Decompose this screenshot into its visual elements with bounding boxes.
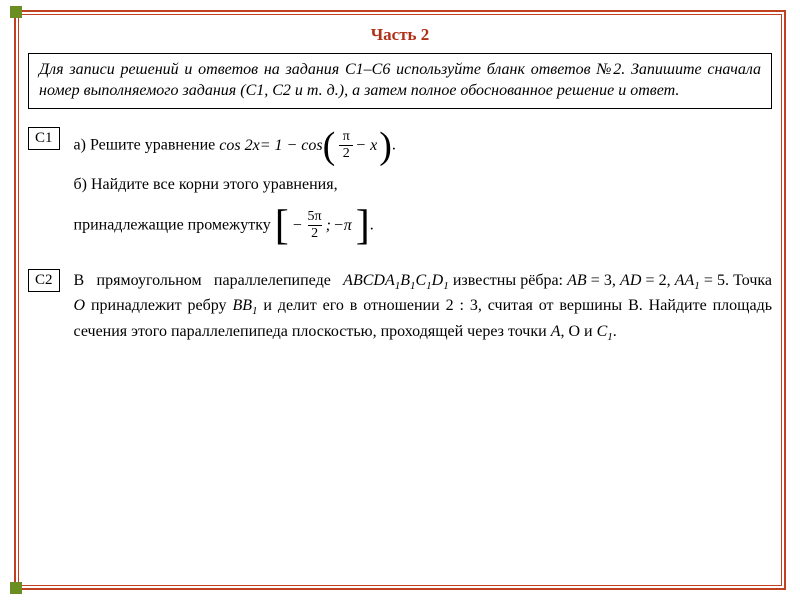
frac-num: π: [343, 130, 350, 145]
c1-equation: cos 2x = 1 − cos ( π 2 − x ): [219, 127, 392, 165]
task-c1: С1 а) Решите уравнение cos 2x = 1 − cos …: [28, 127, 772, 255]
c1-part-a-prefix: а) Решите уравнение: [74, 136, 220, 153]
c1-part-b-line1: б) Найдите все корни этого уравнения,: [74, 173, 772, 197]
instruction-box: Для записи решений и ответов на задания …: [28, 53, 772, 109]
left-bracket-icon: [: [275, 205, 289, 247]
c1-lhs: cos 2x: [219, 134, 259, 158]
section-title: Часть 2: [28, 22, 772, 53]
c1-paren-suffix: − x: [355, 134, 377, 158]
c1-part-b-line2-prefix: принадлежащие промежутку: [74, 216, 275, 233]
left-paren-icon: (: [323, 127, 336, 165]
interval-left-frac: 5π 2: [308, 210, 322, 241]
c1-a-suffix: .: [392, 136, 396, 153]
frac-den: 2: [339, 145, 353, 161]
frac-num-2: 5π: [308, 210, 322, 225]
task-body-c2: В прямоугольном параллелепипеде ABCDA1B1…: [74, 269, 772, 346]
c1-interval: [ − 5π 2 ; − π ]: [275, 205, 370, 247]
corner-decoration-top-left: [10, 6, 22, 18]
task-body-c1: а) Решите уравнение cos 2x = 1 − cos ( π…: [74, 127, 772, 255]
interval-neg1: −: [289, 214, 306, 238]
task-label-c1: С1: [28, 127, 60, 150]
interval-sep: ;: [324, 214, 333, 238]
corner-decoration-bottom-left: [10, 582, 22, 594]
task-label-c2: С2: [28, 269, 60, 292]
task-c2: С2 В прямоугольном параллелепипеде ABCDA…: [28, 269, 772, 346]
c1-rhs-prefix: = 1 − cos: [260, 134, 323, 158]
right-paren-icon: ): [379, 127, 392, 165]
c1-b-suffix: .: [370, 216, 374, 233]
frac-den-2: 2: [308, 225, 322, 241]
content-area: Часть 2 Для записи решений и ответов на …: [28, 22, 772, 578]
right-bracket-icon: ]: [356, 205, 370, 247]
interval-neg2: −: [333, 214, 344, 238]
c2-text: В прямоугольном параллелепипеде ABCDA1B1…: [74, 272, 773, 340]
interval-right: π: [344, 214, 356, 238]
c1-fraction: π 2: [339, 130, 353, 161]
